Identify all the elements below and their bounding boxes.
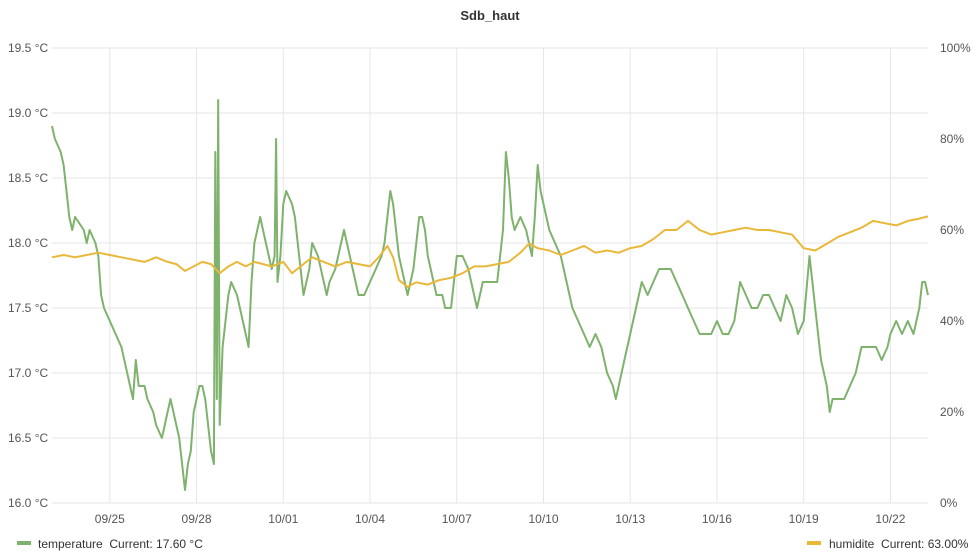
x-tick-label: 10/13 bbox=[615, 512, 645, 526]
x-tick-label: 10/01 bbox=[268, 512, 298, 526]
legend-item-humidite[interactable]: humidite Current: 63.00% bbox=[829, 537, 969, 551]
series-lines bbox=[51, 99, 929, 491]
x-tick-label: 09/28 bbox=[182, 512, 212, 526]
y-left-tick-label: 19.5 °C bbox=[8, 41, 48, 55]
x-tick-label: 10/19 bbox=[789, 512, 819, 526]
grid bbox=[52, 47, 928, 504]
x-tick-label: 10/16 bbox=[702, 512, 732, 526]
legend-swatch-temperature bbox=[17, 541, 31, 545]
y-right-tick-label: 40% bbox=[940, 314, 964, 328]
y-right-tick-label: 100% bbox=[940, 41, 971, 55]
chart-title: Sdb_haut bbox=[460, 8, 520, 23]
y-left-tick-label: 18.5 °C bbox=[8, 171, 48, 185]
legend-item-temperature[interactable]: temperature Current: 17.60 °C bbox=[38, 537, 203, 551]
y-left-tick-label: 16.5 °C bbox=[8, 431, 48, 445]
y-left-tick-label: 17.5 °C bbox=[8, 301, 48, 315]
y-axis-left: 16.0 °C 16.5 °C 17.0 °C 17.5 °C 18.0 °C 18.5 … bbox=[8, 41, 48, 510]
x-tick-label: 10/10 bbox=[528, 512, 558, 526]
y-right-tick-label: 60% bbox=[940, 223, 964, 237]
y-left-tick-label: 19.0 °C bbox=[8, 106, 48, 120]
y-left-tick-label: 18.0 °C bbox=[8, 236, 48, 250]
y-axis-right: 0% 20% 40% 60% 80% 100% bbox=[940, 41, 971, 510]
x-tick-label: 10/07 bbox=[442, 512, 472, 526]
y-left-tick-label: 17.0 °C bbox=[8, 366, 48, 380]
series-line-humidite bbox=[51, 215, 929, 288]
x-tick-label: 10/22 bbox=[875, 512, 905, 526]
series-line-temperature bbox=[51, 99, 929, 491]
x-tick-label: 09/25 bbox=[95, 512, 125, 526]
legend[interactable]: temperature Current: 17.60 °C humidite C… bbox=[17, 537, 969, 551]
y-right-tick-label: 0% bbox=[940, 496, 958, 510]
legend-swatch-humidite bbox=[807, 541, 821, 545]
y-left-tick-label: 16.0 °C bbox=[8, 496, 48, 510]
y-right-tick-label: 20% bbox=[940, 405, 964, 419]
x-tick-label: 10/04 bbox=[355, 512, 385, 526]
x-axis: 09/25 09/28 10/01 10/04 10/07 10/10 10/13 10/16… bbox=[95, 512, 906, 526]
y-right-tick-label: 80% bbox=[940, 132, 964, 146]
